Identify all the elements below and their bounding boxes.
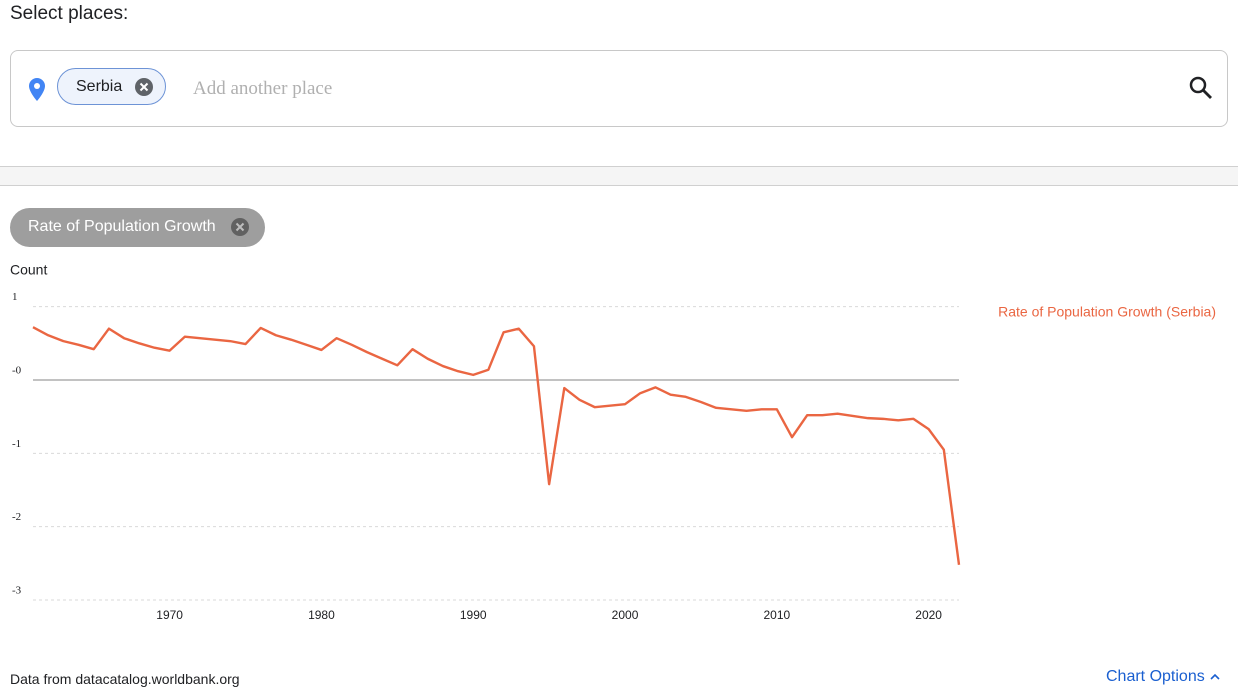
- chip-label: Serbia: [76, 78, 123, 95]
- x-tick-label: 1990: [460, 608, 487, 622]
- y-tick-label: -1: [12, 438, 21, 450]
- chip-label: Rate of Population Growth: [28, 218, 216, 235]
- x-tick-label: 1980: [308, 608, 335, 622]
- source-note: Data from datacatalog.worldbank.org: [10, 671, 240, 687]
- chart-options[interactable]: Chart Options: [1106, 668, 1221, 686]
- y-tick-label: -2: [12, 511, 21, 523]
- legend-entry: Rate of Population Growth (Serbia): [998, 304, 1216, 320]
- y-tick-label: 1: [12, 291, 18, 303]
- x-tick-label: 1970: [156, 608, 183, 622]
- search-input[interactable]: Add another place: [193, 78, 333, 99]
- separator: [0, 166, 1238, 186]
- place-search[interactable]: Serbia Add another place: [10, 50, 1228, 127]
- x-tick-label: 2000: [612, 608, 639, 622]
- y-tick-label: -0: [12, 365, 22, 377]
- chip-remove[interactable]: [230, 217, 250, 237]
- search-icon[interactable]: [1188, 75, 1214, 101]
- options-label[interactable]: Chart Options: [1106, 668, 1205, 685]
- x-tick-label: 2010: [763, 608, 790, 622]
- y-axis-label: Count: [10, 262, 47, 278]
- chevron: [1210, 673, 1220, 680]
- pin-icon: [29, 78, 45, 101]
- chip-remove[interactable]: [134, 77, 154, 97]
- section-title: Select places:: [10, 3, 129, 24]
- y-tick-label: -3: [12, 585, 22, 597]
- variable-chip: Rate of Population Growth: [10, 208, 265, 247]
- place-chip: Serbia: [57, 68, 166, 105]
- x-tick-label: 2020: [915, 608, 942, 622]
- data-line: [32, 326, 961, 565]
